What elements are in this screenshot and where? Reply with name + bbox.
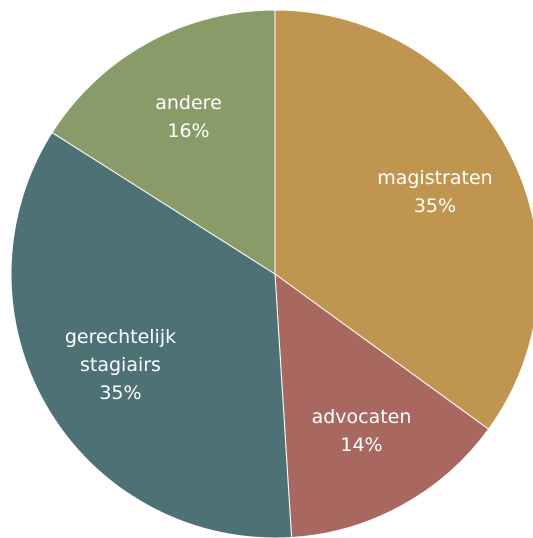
pie-slice bbox=[10, 131, 293, 538]
slice-label: andere 16% bbox=[104, 89, 274, 145]
slice-label: gerechtelijk stagiairs 35% bbox=[35, 323, 205, 407]
value-label: 14% bbox=[340, 434, 383, 457]
value-label: 35% bbox=[99, 382, 142, 405]
pie-slice bbox=[51, 9, 276, 275]
category-label: magistraten bbox=[377, 167, 493, 190]
slice-label: advocaten 14% bbox=[276, 403, 446, 459]
pie-slice bbox=[274, 9, 533, 430]
slice-label: magistraten 35% bbox=[350, 164, 520, 220]
value-label: 35% bbox=[413, 195, 457, 218]
category-label: andere bbox=[155, 91, 222, 114]
category-label: advocaten bbox=[311, 406, 412, 429]
value-label: 16% bbox=[167, 119, 210, 142]
category-label: gerechtelijk stagiairs bbox=[64, 326, 177, 377]
pie-slice bbox=[274, 272, 490, 538]
